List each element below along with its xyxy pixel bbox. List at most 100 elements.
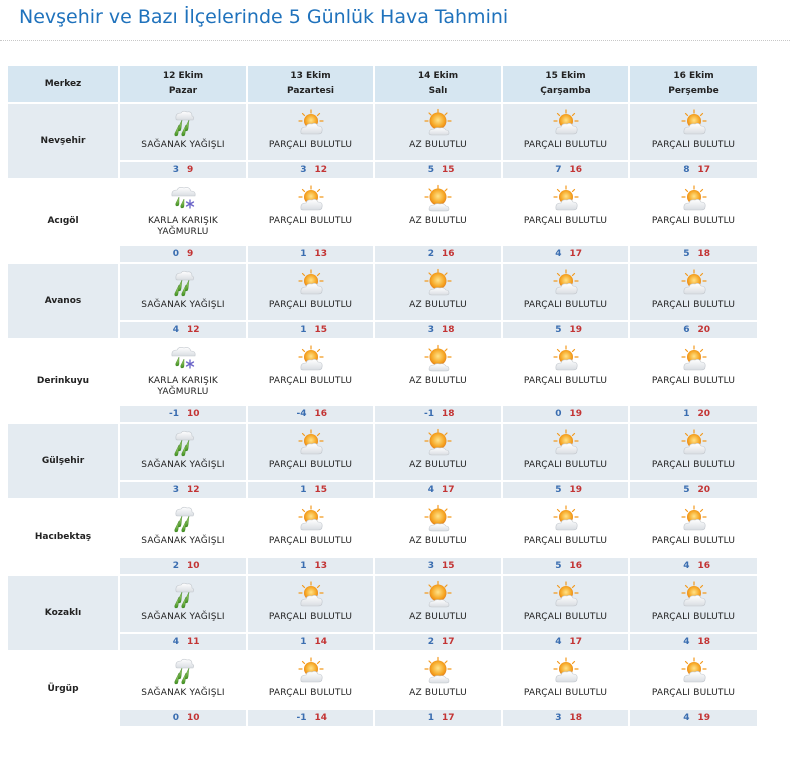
weather-description: PARÇALI BULUTLU [523,688,608,698]
weather-description: PARÇALI BULUTLU [268,536,353,546]
weather-description: PARÇALI BULUTLU [268,140,353,150]
sleet-icon [121,184,245,214]
city-name: Gülşehir [6,422,120,500]
low-temperature: 7 [555,165,562,175]
weather-description: PARÇALI BULUTLU [523,140,608,150]
high-temperature: 16 [569,165,583,175]
low-temperature: 8 [683,165,690,175]
high-temperature: 17 [442,637,455,647]
temperature-cell: 4 19 [628,708,759,728]
temperature-cell: 1 15 [246,480,375,500]
low-temperature: 5 [555,485,562,495]
low-temperature: 4 [555,637,562,647]
city-row: Hacıbektaş SAĞANAK YAĞIŞLI PARÇALI BULUTLU… [6,498,759,576]
temperature-cell: 1 20 [628,404,759,424]
temperature-cell: 5 19 [501,320,630,340]
forecast-cell: PARÇALI BULUTLU [501,650,630,710]
day-weekday: Perşembe [668,86,719,96]
forecast-cell: PARÇALI BULUTLU [628,422,759,482]
weather-description: PARÇALI BULUTLU [268,612,353,622]
low-temperature: 0 [172,713,179,723]
high-temperature: 9 [187,165,194,175]
weather-description: KARLA KARIŞIK YAĞMURLU [147,216,219,237]
forecast-cell: PARÇALI BULUTLU [628,178,759,246]
weather-description: AZ BULUTLU [409,216,467,226]
day-weekday: Pazartesi [286,86,335,96]
forecast-cell: AZ BULUTLU [373,262,503,322]
partly-cloudy-icon [249,656,372,686]
high-temperature: 17 [569,637,583,647]
weather-description: SAĞANAK YAĞIŞLI [141,688,225,698]
day-header: 16 Ekim Perşembe [628,64,759,104]
forecast-cell: KARLA KARIŞIK YAĞMURLU [118,338,248,406]
low-temperature: 2 [427,249,434,259]
low-temperature: -4 [296,409,307,419]
temperature-cell: 1 13 [246,244,375,264]
weather-description: PARÇALI BULUTLU [268,300,353,310]
low-temperature: 3 [427,325,434,335]
temperature-cell: -1 18 [373,404,503,424]
forecast-cell: PARÇALI BULUTLU [628,338,759,406]
partly-cloudy-icon [631,656,756,686]
partly-cloudy-icon [249,428,372,458]
temperature-cell: 2 16 [373,244,503,264]
temperature-cell: 3 15 [373,556,503,576]
partly-cloudy-icon [504,580,627,610]
partly-cloudy-icon [504,428,627,458]
day-weekday: Salı [428,86,448,96]
low-temperature: 4 [172,325,179,335]
temperature-cell: 4 12 [118,320,248,340]
rain-showers-icon [121,268,245,298]
high-temperature: 10 [187,713,200,723]
weather-description: PARÇALI BULUTLU [651,460,736,470]
forecast-cell: PARÇALI BULUTLU [246,498,375,558]
partly-cloudy-icon [504,268,627,298]
partly-cloudy-icon [631,580,756,610]
weather-description: PARÇALI BULUTLU [523,300,608,310]
mostly-sunny-icon [376,428,500,458]
low-temperature: 5 [555,561,562,571]
low-temperature: -1 [169,409,179,419]
low-temperature: 1 [300,325,307,335]
high-temperature: 12 [314,165,328,175]
forecast-cell: PARÇALI BULUTLU [246,262,375,322]
high-temperature: 17 [442,713,455,723]
forecast-cell: PARÇALI BULUTLU [628,498,759,558]
high-temperature: 15 [314,325,328,335]
temperature-cell: 5 16 [501,556,630,576]
weather-description: SAĞANAK YAĞIŞLI [141,140,225,150]
high-temperature: 16 [314,409,328,419]
temperature-row: 4 11 1 14 2 17 4 17 4 18 [7,632,759,652]
day-header: 13 Ekim Pazartesi [246,64,375,104]
low-temperature: 5 [555,325,562,335]
city-name: Avanos [6,262,120,340]
temperature-cell: 2 17 [373,632,503,652]
high-temperature: 19 [569,325,583,335]
weather-description: PARÇALI BULUTLU [268,216,353,226]
weather-description: PARÇALI BULUTLU [268,376,353,386]
partly-cloudy-icon [504,344,627,374]
sleet-icon [121,344,245,374]
forecast-cell: PARÇALI BULUTLU [246,574,375,634]
temperature-cell: 5 15 [373,160,503,180]
temperature-cell: 8 17 [628,160,759,180]
high-temperature: 13 [314,249,328,259]
partly-cloudy-icon [249,184,372,214]
mostly-sunny-icon [376,656,500,686]
temperature-cell: 1 15 [246,320,375,340]
high-temperature: 16 [697,561,711,571]
forecast-cell: PARÇALI BULUTLU [501,102,630,162]
title-divider [0,40,790,41]
day-header: 14 Ekim Salı [373,64,503,104]
day-weekday: Çarşamba [540,86,591,96]
temperature-cell: 1 13 [246,556,375,576]
day-date: 12 Ekim [162,71,204,81]
page-title: Nevşehir ve Bazı İlçelerinde 5 Günlük Ha… [19,6,509,28]
mostly-sunny-icon [376,108,500,138]
high-temperature: 20 [697,485,711,495]
weather-description: AZ BULUTLU [409,460,467,470]
low-temperature: 1 [300,249,307,259]
forecast-cell: PARÇALI BULUTLU [501,498,630,558]
